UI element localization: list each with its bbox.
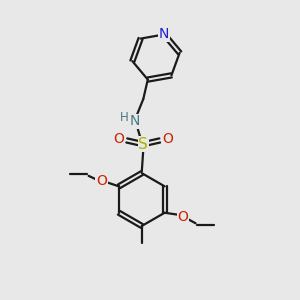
Text: N: N bbox=[159, 27, 169, 41]
Text: O: O bbox=[178, 210, 188, 224]
Text: S: S bbox=[138, 136, 148, 152]
Text: O: O bbox=[114, 132, 124, 146]
Text: O: O bbox=[162, 132, 173, 146]
Text: H: H bbox=[120, 111, 129, 124]
Text: O: O bbox=[96, 174, 107, 188]
Text: N: N bbox=[130, 114, 140, 128]
